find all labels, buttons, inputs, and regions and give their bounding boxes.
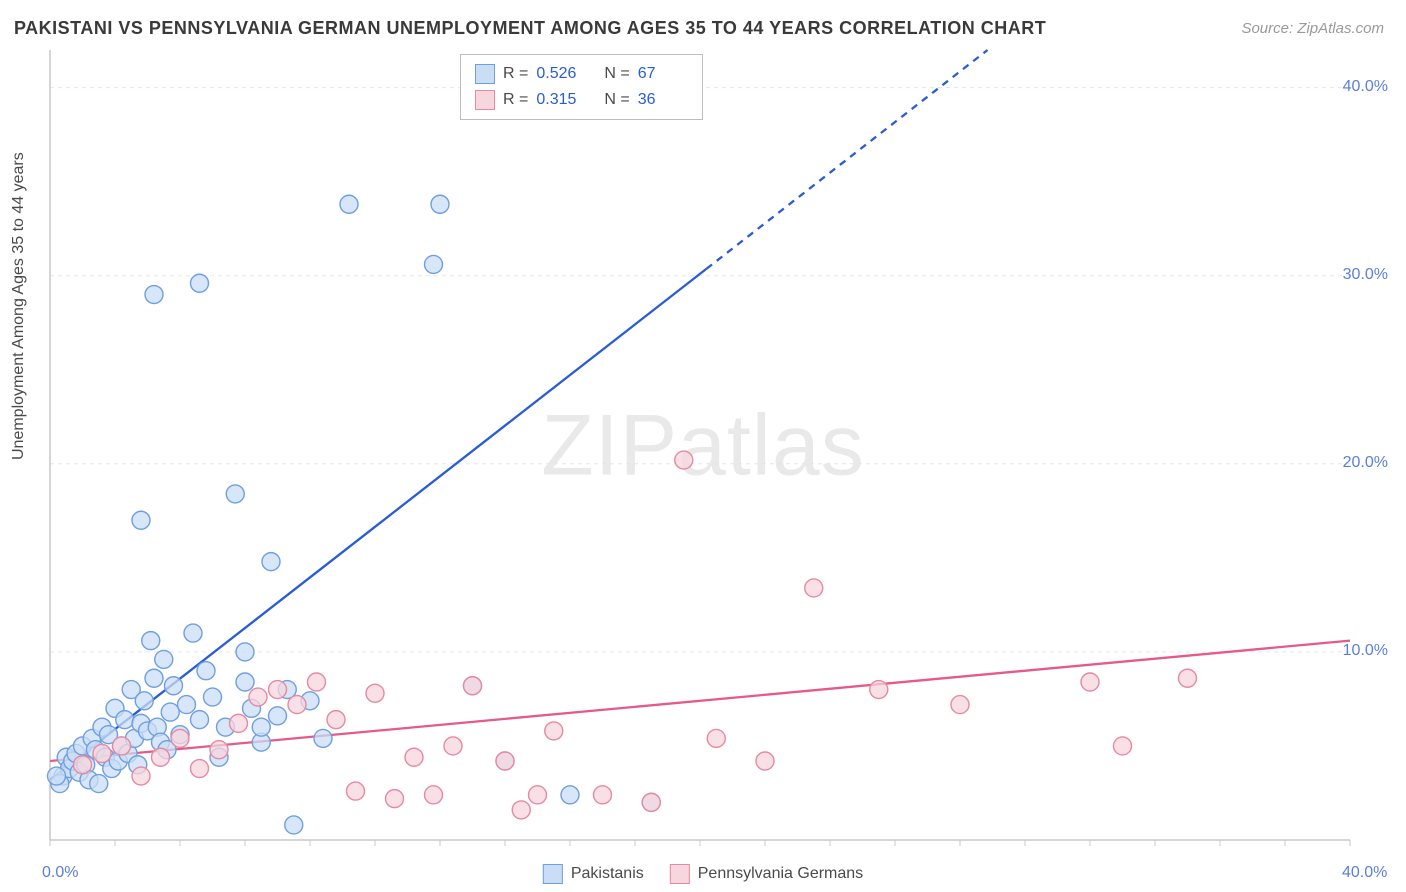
y-tick-label: 30.0% bbox=[1343, 266, 1388, 284]
series-legend: Pakistanis Pennsylvania Germans bbox=[543, 864, 863, 884]
y-tick-label: 20.0% bbox=[1343, 454, 1388, 472]
legend-row-penn-german: R =0.315 N =36 bbox=[475, 87, 688, 113]
x-tick-label: 0.0% bbox=[42, 864, 78, 882]
legend-item-pakistanis: Pakistanis bbox=[543, 864, 644, 884]
n-value-a: 67 bbox=[638, 61, 688, 87]
x-tick-label: 40.0% bbox=[1342, 864, 1387, 882]
correlation-legend: R =0.526 N =67 R =0.315 N =36 bbox=[460, 54, 703, 120]
y-tick-label: 40.0% bbox=[1343, 78, 1388, 96]
r-value-b: 0.315 bbox=[536, 87, 586, 113]
scatter-plot bbox=[0, 0, 1406, 892]
legend-row-pakistanis: R =0.526 N =67 bbox=[475, 61, 688, 87]
swatch-pakistanis bbox=[475, 64, 495, 84]
legend-item-penn-german: Pennsylvania Germans bbox=[670, 864, 863, 884]
swatch-penn-german-icon bbox=[670, 864, 690, 884]
n-value-b: 36 bbox=[638, 87, 688, 113]
swatch-pakistanis-icon bbox=[543, 864, 563, 884]
swatch-penn-german bbox=[475, 90, 495, 110]
y-tick-label: 10.0% bbox=[1343, 642, 1388, 660]
r-value-a: 0.526 bbox=[536, 61, 586, 87]
